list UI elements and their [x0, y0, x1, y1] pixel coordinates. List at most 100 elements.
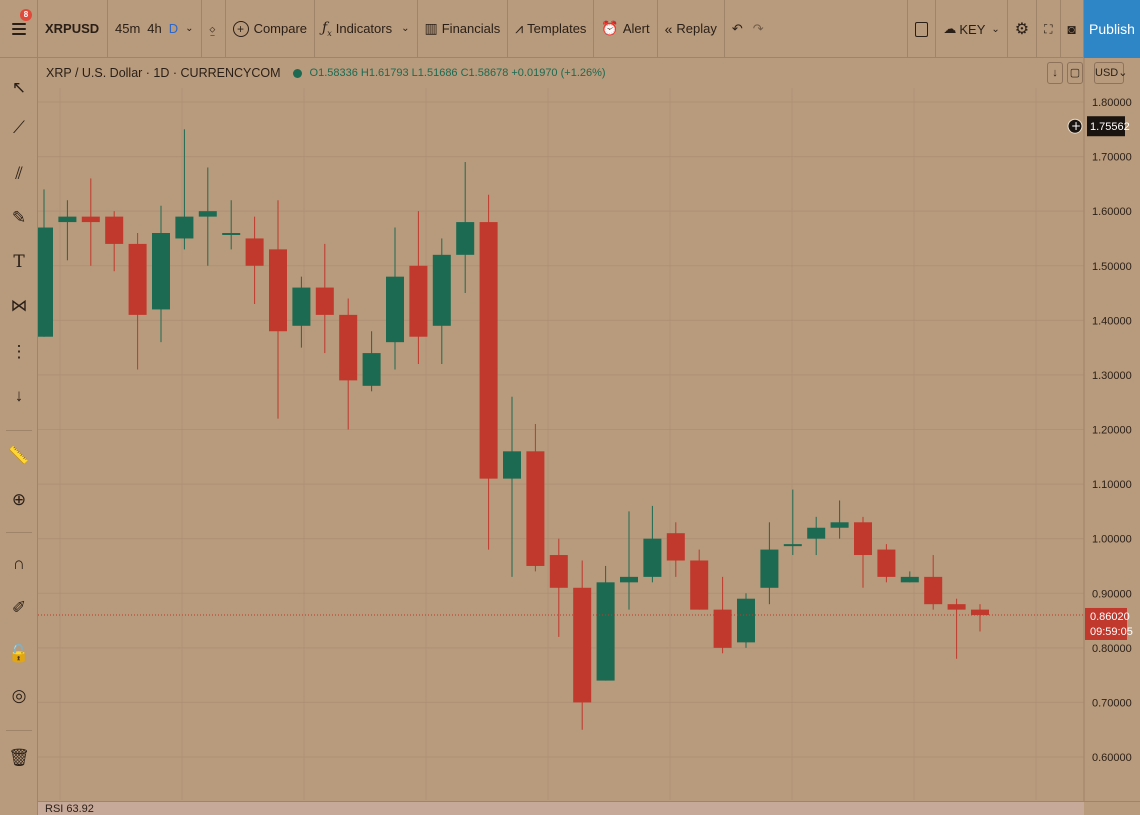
interval-4h[interactable]: 4h — [147, 21, 162, 36]
financials-label: Financials — [441, 21, 501, 36]
candle-body — [386, 276, 404, 343]
fullscreen-icon: ⛶ — [1044, 21, 1053, 36]
candle-body — [854, 522, 872, 556]
pattern-icon[interactable]: ⋈ — [10, 296, 28, 315]
trash-icon[interactable]: 🗑 — [8, 748, 30, 767]
compare-button[interactable]: + Compare — [226, 0, 316, 58]
legend-title[interactable]: XRP / U.S. Dollar · 1D · CURRENCYCOM — [46, 66, 281, 80]
trend-line-icon[interactable]: ⟋ — [13, 118, 25, 137]
layout-toggle-button[interactable] — [907, 0, 937, 58]
templates-button[interactable]: ⩘ Templates — [508, 0, 595, 58]
chevron-down-icon[interactable]: ⌄ — [185, 23, 194, 34]
symbol-label: XRPUSD — [45, 21, 100, 36]
publish-button[interactable]: Publish — [1084, 0, 1140, 58]
candle-body — [81, 216, 100, 223]
alert-label: Alert — [622, 21, 650, 36]
header-buttons: ↓ ▢ — [1047, 62, 1083, 84]
candle-body — [315, 287, 334, 315]
candle-body — [807, 527, 826, 539]
zoom-in-icon[interactable]: ⊕ — [11, 490, 27, 509]
cloud-icon: ☁ — [943, 21, 957, 36]
y-tick-label: 1.10000 — [1092, 479, 1132, 491]
candles-icon: ⍚ — [208, 20, 218, 37]
y-tick-label: 1.60000 — [1092, 206, 1132, 218]
alarm-clock-icon: ⏰ — [601, 20, 619, 36]
lock-drawing-icon[interactable]: ✐ — [11, 598, 27, 617]
toolbar-right: ☁ KEY ⌄ ⚙ ⛶ ◙ Publish — [907, 0, 1140, 58]
candle-body — [432, 254, 451, 326]
candle-body — [339, 314, 358, 381]
interval-d[interactable]: D — [168, 21, 179, 36]
candle-body — [198, 211, 217, 217]
undo-redo: ↶ ↷ — [725, 0, 771, 58]
menu-button[interactable]: 8 — [0, 0, 38, 58]
y-tick-label: 0.70000 — [1092, 697, 1132, 709]
maximize-icon[interactable]: ▢ — [1067, 62, 1083, 84]
y-tick-label: 1.50000 — [1092, 261, 1132, 273]
candle-body — [666, 533, 685, 561]
y-tick-label: 1.20000 — [1092, 425, 1132, 437]
interval-group: 45m 4h D ⌄ — [108, 0, 202, 58]
notification-badge: 8 — [20, 8, 32, 21]
camera-icon: ◙ — [1067, 21, 1076, 37]
currency-select[interactable]: USD⌄ — [1094, 62, 1127, 84]
candle-body — [175, 216, 194, 239]
prediction-icon[interactable]: ⋮ — [10, 342, 28, 361]
rsi-scale — [1084, 801, 1140, 815]
visibility-icon[interactable]: ◎ — [11, 686, 27, 705]
lock-icon[interactable]: 🔓 — [8, 644, 30, 663]
magnet-icon[interactable]: ∩ — [12, 554, 26, 573]
settings-button[interactable]: ⚙ — [1008, 0, 1038, 58]
legend-ohlc: O1.58336 H1.61793 L1.51686 C1.58678 +0.0… — [309, 67, 606, 79]
candle-body — [877, 549, 896, 577]
candle-body — [830, 522, 849, 528]
candle-body — [596, 582, 615, 681]
layout-name-label: KEY — [959, 21, 986, 37]
candle-body — [456, 222, 475, 255]
candle-body — [643, 538, 662, 577]
financials-button[interactable]: ▥ Financials — [418, 0, 509, 58]
symbol-search[interactable]: XRPUSD — [38, 0, 108, 58]
undo-icon[interactable]: ↶ — [731, 20, 743, 36]
alert-button[interactable]: ⏰ Alert — [594, 0, 658, 58]
candle-body — [222, 233, 241, 235]
rsi-pane[interactable]: RSI 63.92 — [38, 801, 1084, 815]
divider — [6, 730, 32, 731]
candle-body — [900, 576, 919, 583]
snapshot-button[interactable]: ◙ — [1061, 0, 1084, 58]
pitchfork-icon[interactable]: ⫽ — [15, 164, 23, 183]
candle-body — [38, 227, 53, 337]
cursor-icon[interactable]: ↖ — [11, 78, 27, 97]
candle-body — [690, 560, 709, 610]
divider — [6, 532, 32, 533]
fullscreen-button[interactable]: ⛶ — [1037, 0, 1061, 58]
candle-body — [549, 555, 568, 588]
candle-body — [152, 233, 170, 310]
interval-45m[interactable]: 45m — [115, 21, 141, 36]
arrow-down-icon[interactable]: ↓ — [14, 386, 24, 405]
function-icon: ƒx — [322, 19, 332, 38]
last-price-label: 0.86020 — [1090, 611, 1130, 623]
candle-body — [245, 238, 264, 266]
currency-label: USD — [1095, 67, 1119, 79]
y-tick-label: 0.90000 — [1092, 588, 1132, 600]
templates-label: Templates — [527, 21, 587, 36]
redo-icon[interactable]: ↷ — [752, 20, 764, 36]
candle-body — [737, 598, 755, 643]
text-icon[interactable]: T — [13, 252, 25, 272]
arrow-down-icon[interactable]: ↓ — [1047, 62, 1063, 84]
brush-icon[interactable]: ✎ — [11, 208, 27, 227]
candle-body — [760, 549, 779, 588]
rsi-label: RSI 63.92 — [45, 803, 94, 815]
y-tick-label: 1.30000 — [1092, 370, 1132, 382]
indicators-button[interactable]: ƒx Indicators ⌄ — [315, 0, 418, 58]
add-alert-icon — [1067, 118, 1083, 134]
candle-body — [128, 243, 147, 315]
ruler-icon[interactable]: 📏 — [8, 446, 30, 465]
chevron-down-icon: ⌄ — [401, 23, 410, 34]
candle-body — [503, 451, 521, 479]
chart-type-button[interactable]: ⍚ — [202, 0, 226, 58]
replay-button[interactable]: «Replay — [658, 0, 725, 58]
layout-name-button[interactable]: ☁ KEY ⌄ — [936, 0, 1008, 58]
